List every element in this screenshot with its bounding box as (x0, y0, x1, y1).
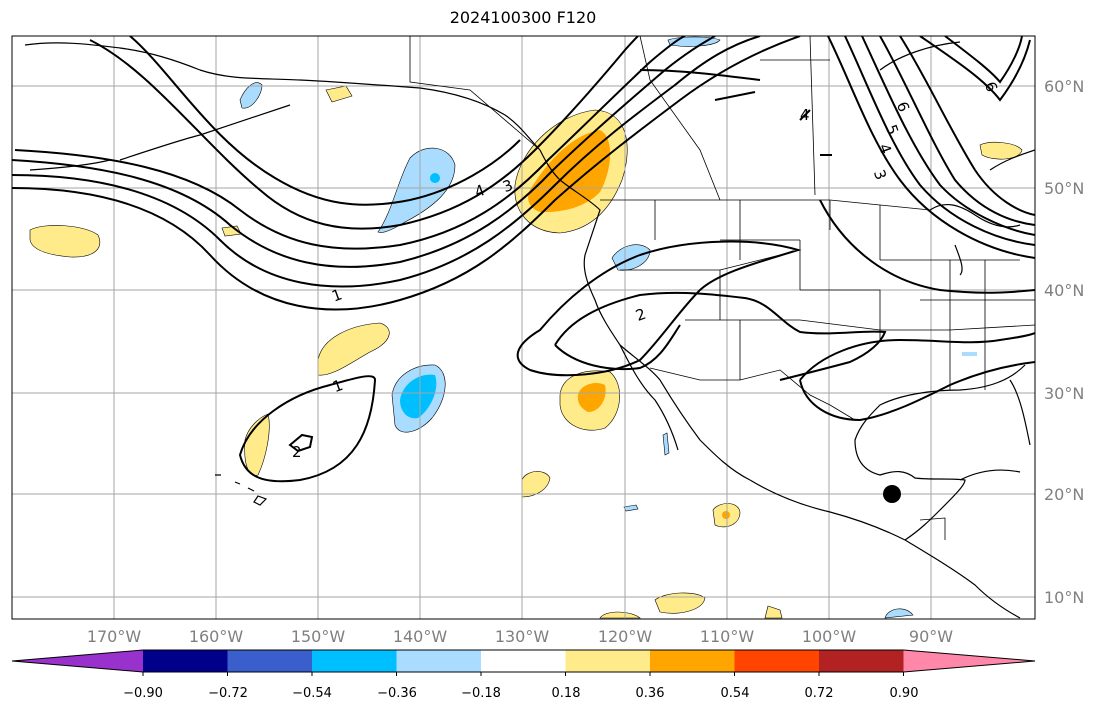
colorbar-tick-label: 0.54 (721, 686, 750, 701)
map-title: 2024100300 F120 (449, 8, 597, 27)
contour-line (799, 109, 832, 156)
contour-line (516, 240, 802, 377)
colorbar-tick-label: −0.72 (208, 686, 248, 701)
lon-label-90w: 90°W (909, 627, 953, 646)
contour-line (288, 433, 314, 453)
anomaly-patch (979, 141, 1023, 160)
contour-line (827, 36, 1035, 259)
colorbar-segment (312, 650, 397, 672)
contour-line (944, 36, 1023, 84)
lon-label-150w: 150°W (291, 627, 346, 646)
colorbar-segment (396, 650, 482, 672)
graticule (12, 36, 1035, 619)
anomaly-patch (884, 608, 914, 619)
colorbar-tick-label: 0.72 (805, 686, 834, 701)
colorbar-tick-label: −0.18 (461, 686, 501, 701)
colorbar-tick-label: 0.36 (636, 686, 665, 701)
colorbar-tick-label: 0.90 (890, 686, 919, 701)
contour-line (861, 36, 1035, 236)
lon-label-130w: 130°W (495, 627, 550, 646)
anomaly-patch (430, 173, 440, 183)
contour-line (12, 36, 801, 311)
anomaly-patch (654, 592, 706, 614)
lon-label-160w: 160°W (189, 627, 244, 646)
lat-label-30n: 30°N (1044, 384, 1084, 403)
colorbar-tick-labels: −0.90 −0.72 −0.54 −0.36 −0.18 0.18 0.36 … (123, 686, 918, 701)
colorbar-segment (819, 650, 904, 672)
colorbar-segment (734, 650, 820, 672)
latitude-labels: 60°N 50°N 40°N 30°N 20°N 10°N (1044, 77, 1084, 607)
contour-line (12, 36, 761, 288)
lon-label-120w: 120°W (598, 627, 653, 646)
colorbar-tick-label: −0.36 (377, 686, 417, 701)
contour-line (899, 36, 1035, 216)
lon-label-140w: 140°W (393, 627, 448, 646)
colorbar-tick-label: −0.90 (123, 686, 163, 701)
contour-line (919, 36, 1031, 102)
contour-line (844, 36, 1035, 246)
anomaly-patch (521, 471, 551, 498)
map-area (12, 36, 1035, 619)
anomaly-patch (764, 605, 783, 619)
anomaly-patch (962, 352, 977, 356)
colorbar-segment (650, 650, 735, 672)
height-anomaly-contours (12, 36, 1035, 483)
political-borders (409, 36, 1035, 540)
contour-line (799, 332, 1035, 422)
colorbar-segment (481, 650, 566, 672)
lat-label-60n: 60°N (1044, 77, 1084, 96)
location-marker (883, 485, 901, 503)
contour-line (554, 324, 681, 371)
colorbar-segment (227, 650, 313, 672)
anomaly-patch (722, 511, 730, 519)
lat-label-40n: 40°N (1044, 281, 1084, 300)
anomaly-patch (599, 611, 641, 619)
anomaly-patch (317, 322, 390, 376)
colorbar-tick-label: 0.18 (552, 686, 581, 701)
lon-label-110w: 110°W (700, 627, 755, 646)
colorbar (11, 649, 1036, 676)
contour-label: 2 (292, 443, 302, 461)
longitude-labels: 170°W 160°W 150°W 140°W 130°W 120°W 110°… (87, 627, 953, 646)
colorbar-extend-min (12, 650, 143, 672)
contour-line (238, 375, 377, 483)
colorbar-segment (143, 650, 228, 672)
contour-line (14, 36, 686, 250)
colorbar-extend-max (903, 650, 1035, 672)
coastlines (24, 41, 1035, 619)
contour-label: 4 (800, 106, 810, 124)
contour-line (819, 199, 1035, 294)
contour-line (639, 69, 761, 101)
contour-line (129, 36, 521, 206)
anomaly-patch (400, 374, 437, 419)
lat-label-10n: 10°N (1044, 588, 1084, 607)
lon-label-100w: 100°W (802, 627, 857, 646)
anomaly-patch (325, 85, 353, 103)
contour-line (554, 291, 887, 381)
lon-label-170w: 170°W (87, 627, 142, 646)
anomaly-patch (577, 383, 606, 412)
contour-line (12, 36, 716, 268)
anomaly-patch (29, 225, 100, 258)
contour-line (879, 36, 1035, 226)
colorbar-segment (565, 650, 651, 672)
map-frame (11, 35, 1036, 620)
anomaly-patch (239, 82, 263, 109)
colorbar-tick-label: −0.54 (292, 686, 332, 701)
contour-line (89, 36, 639, 230)
lat-label-50n: 50°N (1044, 179, 1084, 198)
lat-label-20n: 20°N (1044, 485, 1084, 504)
anomaly-patch (662, 432, 670, 456)
